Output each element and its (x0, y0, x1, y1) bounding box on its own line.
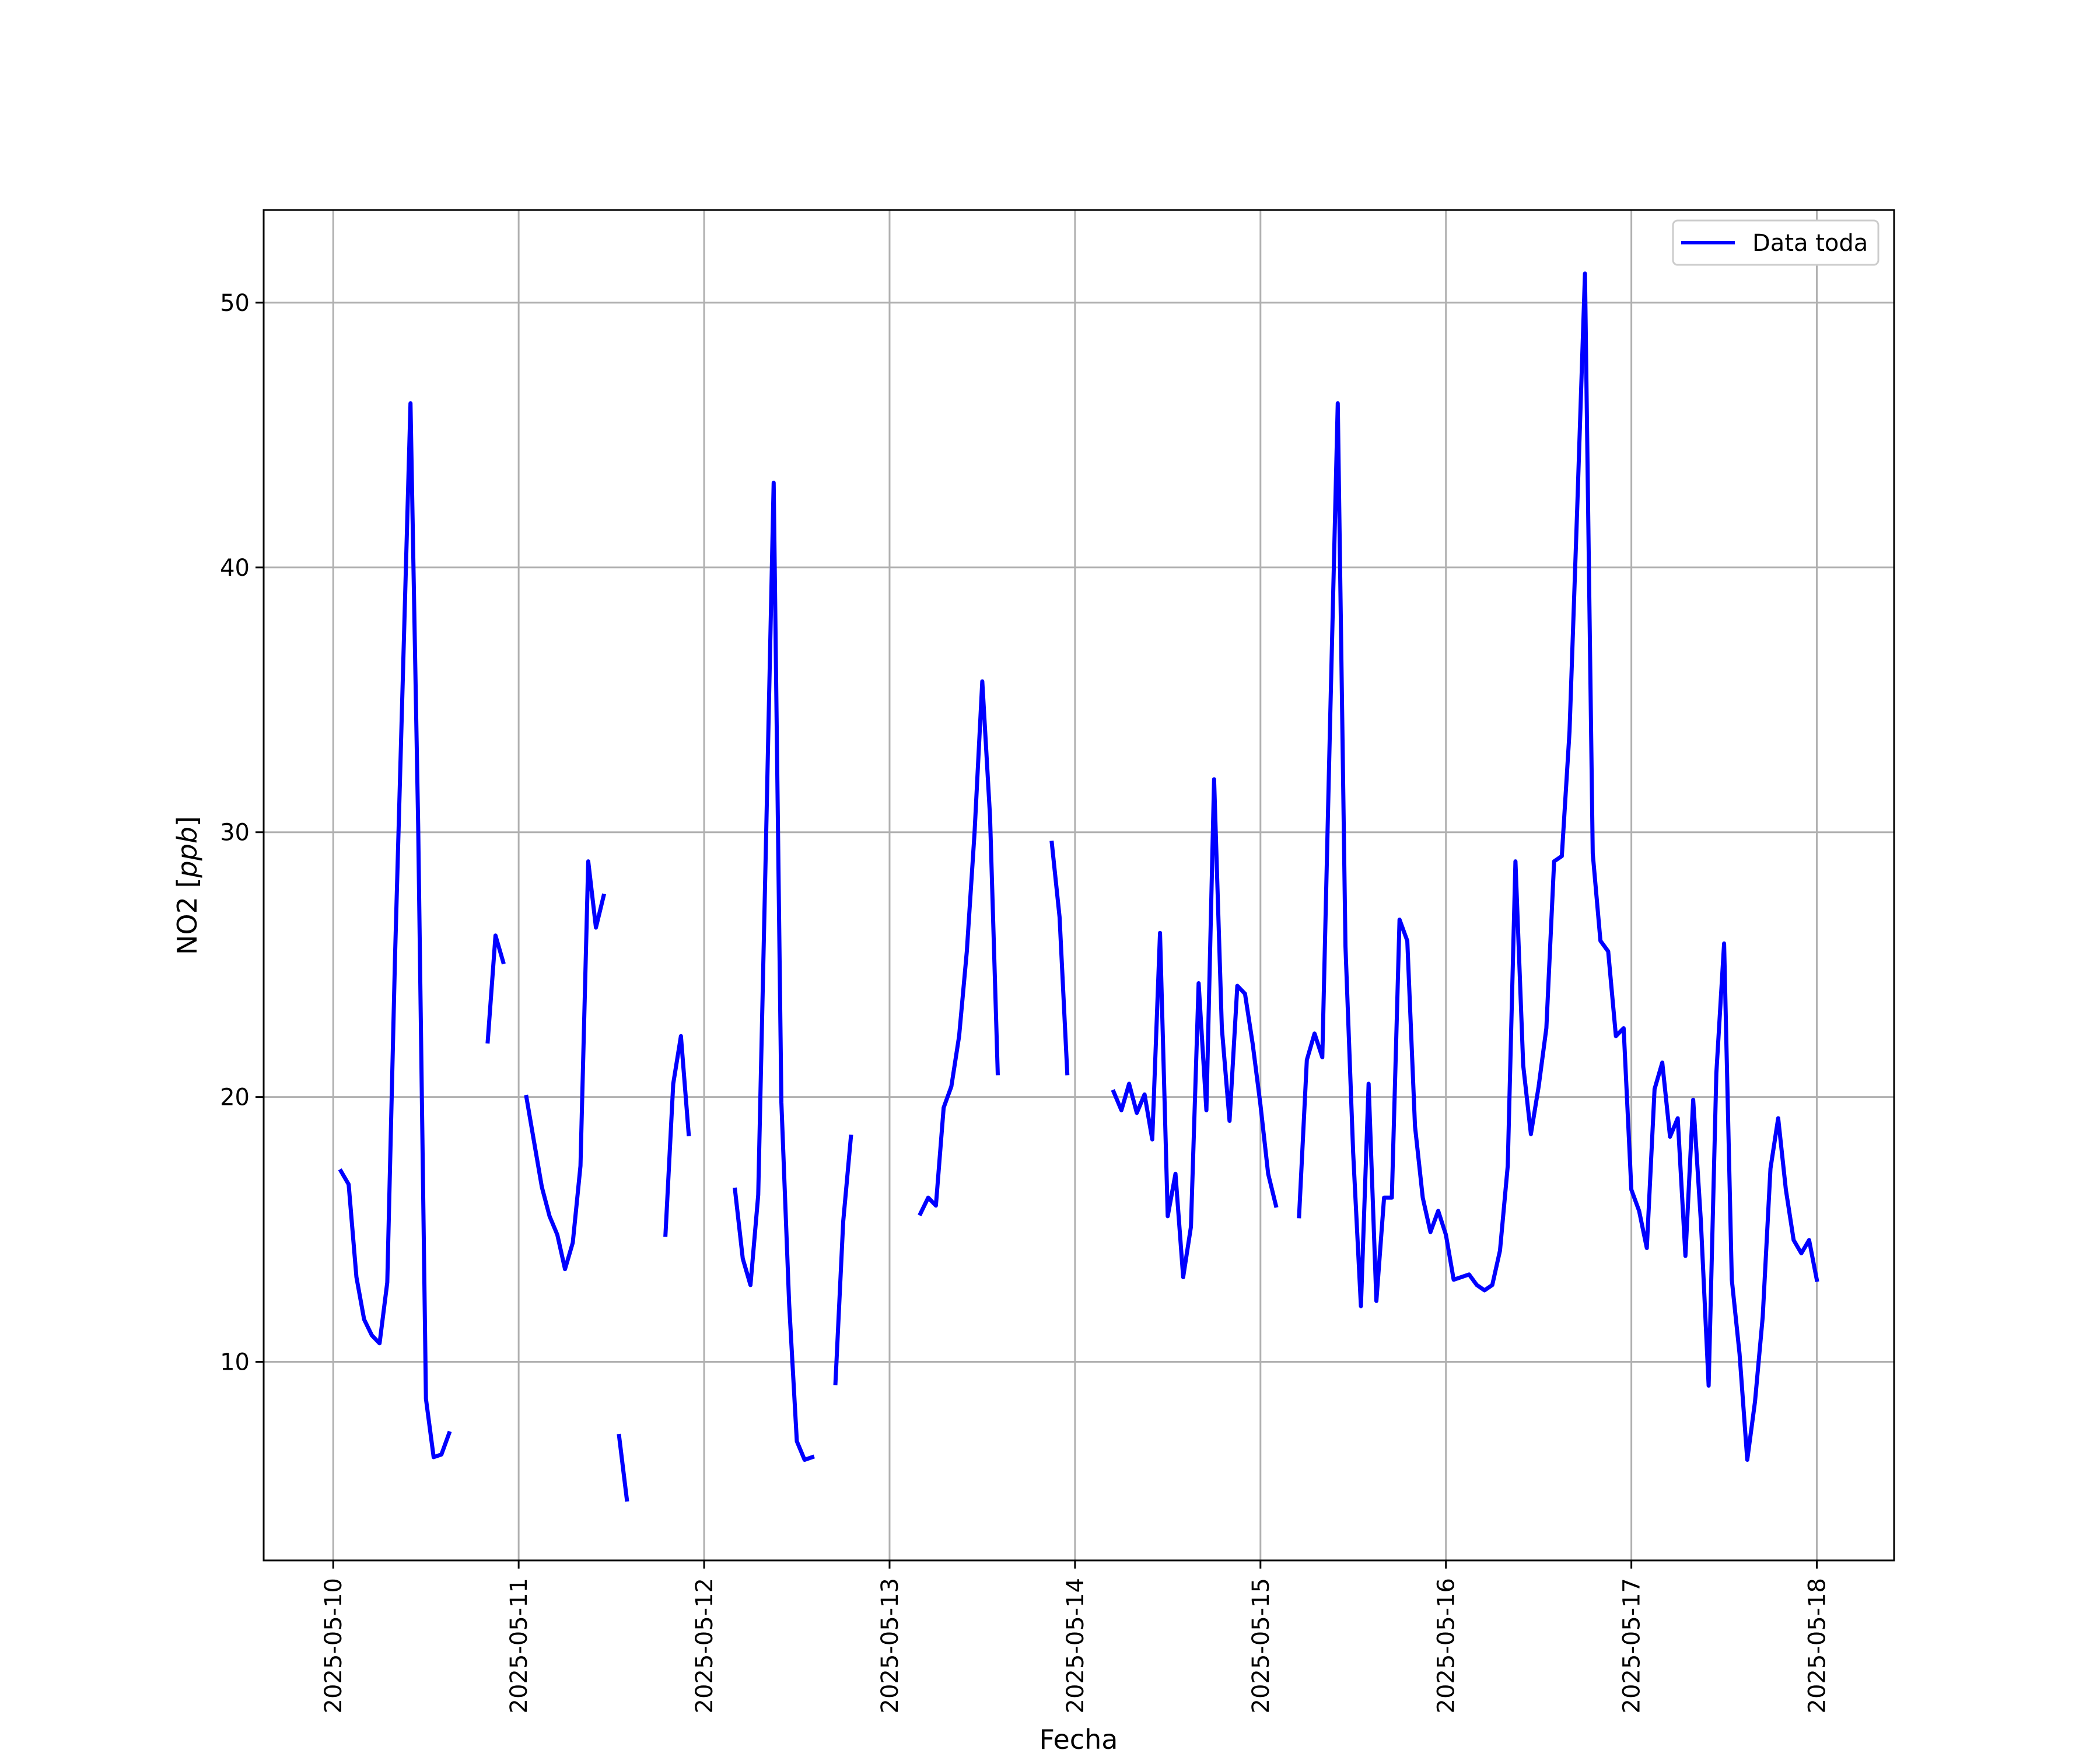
plot-frame (262, 209, 1895, 1562)
series-line-segment (338, 401, 452, 1460)
series-line-segment (918, 679, 1000, 1217)
legend-label: Data toda (1752, 230, 1868, 257)
series-line-segment (733, 481, 815, 1462)
y-tick-label: 40 (220, 555, 250, 582)
x-tick-label: 2025-05-17 (1619, 1578, 1646, 1713)
series-line-segment (833, 1134, 853, 1385)
x-axis-title: Fecha (1040, 1724, 1118, 1750)
series-line-segment (1297, 271, 1819, 1462)
x-tick-label: 2025-05-12 (691, 1578, 718, 1713)
series-line-segment (1111, 777, 1279, 1279)
grid (264, 210, 1894, 1560)
y-tick-label: 30 (220, 820, 250, 846)
y-axis-title: NO2 [ppb] (172, 816, 203, 955)
series-line-segment (524, 859, 607, 1272)
y-tick-label: 20 (220, 1084, 250, 1111)
series-line-segment (1049, 841, 1070, 1076)
series-line-segment (617, 1433, 629, 1502)
x-axis-ticks: 2025-05-10 2025-05-11 2025-05-12 2025-05-13… (320, 1560, 1831, 1713)
series-line-segment (485, 933, 506, 1044)
x-tick-label: 2025-05-14 (1062, 1578, 1089, 1713)
x-tick-label: 2025-05-15 (1248, 1578, 1275, 1713)
series-data-toda (338, 271, 1819, 1502)
legend: Data toda (1672, 219, 1880, 266)
y-tick-label: 50 (220, 290, 250, 317)
x-tick-label: 2025-05-11 (506, 1578, 533, 1713)
series-line-segment (663, 1034, 691, 1237)
y-tick-label: 10 (220, 1349, 250, 1376)
x-tick-label: 2025-05-13 (877, 1578, 904, 1713)
x-tick-label: 2025-05-16 (1433, 1578, 1460, 1713)
y-axis-ticks: 10 20 30 40 50 (220, 290, 264, 1376)
legend-box (1672, 219, 1880, 266)
x-tick-label: 2025-05-18 (1804, 1578, 1831, 1713)
x-tick-label: 2025-05-10 (320, 1578, 347, 1713)
